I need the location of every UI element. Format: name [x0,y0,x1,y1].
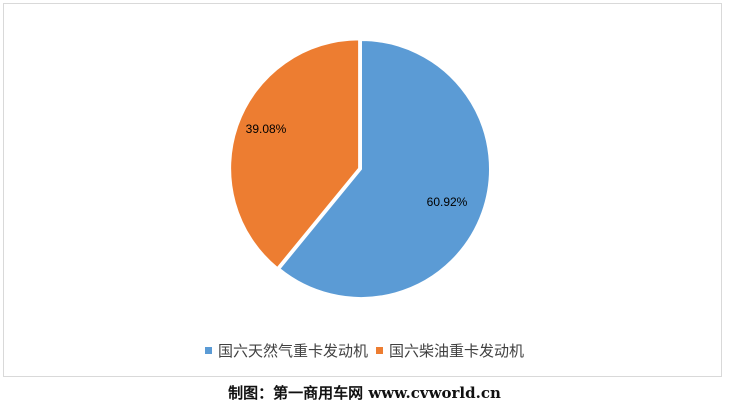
legend-swatch-gas [204,347,212,354]
legend-label-gas: 国六天然气重卡发动机 [217,342,368,360]
legend-swatch-diesel [376,347,383,354]
pie-slice-0 [277,38,491,299]
legend: 国六天然气重卡发动机 国六柴油重卡发动机 [0,340,729,361]
pie-slice-1 [229,38,361,270]
legend-label-diesel: 国六柴油重卡发动机 [389,342,525,360]
data-label-0: 60.92% [427,195,468,209]
chart-area [3,3,722,377]
caption: 制图：第一商用车网 www.cvworld.cn [228,384,501,402]
data-label-1: 39.08% [246,122,287,136]
legend-item-gas: 国六天然气重卡发动机 [204,340,368,361]
legend-item-diesel: 国六柴油重卡发动机 [376,340,524,361]
